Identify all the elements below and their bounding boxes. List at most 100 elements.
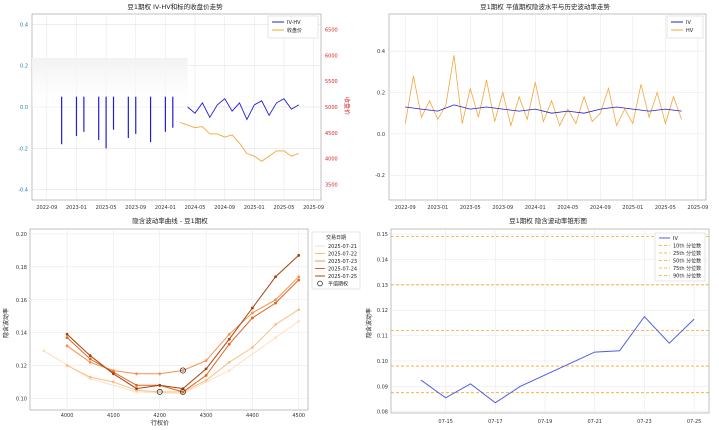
chart2-legend-box xyxy=(666,15,704,39)
chart1-x-tick: 2025-01 xyxy=(244,205,265,211)
chart4-iv-line xyxy=(420,315,695,404)
chart3-series-point xyxy=(297,319,301,323)
chart2-y-tick: 0.4 xyxy=(377,49,385,55)
chart1-x-tick: 2024-05 xyxy=(185,205,206,211)
chart4-legend-label: 90th 分位数 xyxy=(673,273,701,280)
chart3-x-tick: 4300 xyxy=(200,413,213,419)
chart1-y-right-tick: 5000 xyxy=(325,105,338,111)
chart2-legend-label: HV xyxy=(686,28,694,34)
chart2-x-tick: 2022-09 xyxy=(395,205,416,211)
chart3-x-tick: 4100 xyxy=(107,413,120,419)
chart3-series-point xyxy=(274,323,277,326)
chart4-legend-box xyxy=(654,232,706,282)
chart3-xlabel: 行权价 xyxy=(151,419,169,427)
chart2-y-tick: -0.2 xyxy=(375,173,385,179)
chart2-legend-label: IV xyxy=(686,20,691,26)
chart3-series-point xyxy=(251,311,254,315)
chart4-y-tick: 0.08 xyxy=(377,410,388,416)
chart1-y-right-tick: 5500 xyxy=(325,79,338,85)
chart4-legend-label: 25th 分位数 xyxy=(673,250,701,257)
chart2-series-line xyxy=(405,104,682,114)
chart4-legend-label: IV xyxy=(673,236,678,242)
chart3-series-point xyxy=(274,301,277,305)
chart1-x-tick: 2025-09 xyxy=(303,205,324,211)
chart2-x-tick: 2024-01 xyxy=(525,205,546,211)
chart3-legend-label: 2025-07-21 xyxy=(328,244,357,250)
chart3-series-point xyxy=(274,275,277,279)
chart3-series-point xyxy=(135,387,138,391)
chart3-series-point xyxy=(227,369,231,372)
chart3-series-point xyxy=(204,374,208,377)
chart4-legend-label: 75th 分位数 xyxy=(673,265,701,272)
chart4-y-tick: 0.13 xyxy=(377,283,388,289)
chart2-y-tick: 0.2 xyxy=(377,91,385,97)
chart4-y-tick: 0.12 xyxy=(377,308,388,314)
chart1-y-left-tick: 0.2 xyxy=(20,64,28,70)
chart2-series-line xyxy=(404,55,682,128)
chart1-fade-region xyxy=(32,58,188,108)
chart4-y-tick: 0.11 xyxy=(377,334,388,340)
chart2-frame xyxy=(388,13,707,201)
chart1-y-right-tick: 6000 xyxy=(325,53,338,59)
chart2-x-tick: 2023-09 xyxy=(492,205,513,211)
chart2-x-tick: 2023-05 xyxy=(460,205,481,211)
chart1-series-line xyxy=(187,98,300,121)
chart3-series-point xyxy=(158,372,162,376)
chart3-series-point xyxy=(65,336,69,339)
chart1-y-right-tick: 4500 xyxy=(325,131,338,137)
chart3-series-point xyxy=(297,278,301,282)
chart3-frame xyxy=(29,228,309,411)
chart3-series-point xyxy=(181,369,185,372)
chart3-series-point xyxy=(251,316,254,320)
chart1-x-tick: 2023-09 xyxy=(125,205,146,211)
chart3-legend-atm-swatch xyxy=(317,280,323,287)
chart3-series-point xyxy=(227,337,231,341)
chart1-y-right-tick: 6500 xyxy=(325,28,338,34)
chart3-series-point xyxy=(112,380,115,384)
chart2-x-tick: 2023-01 xyxy=(427,205,448,211)
chart4-y-tick: 0.15 xyxy=(377,232,388,238)
chart3-series-point xyxy=(112,372,115,376)
chart1-legend-label: IV-HV xyxy=(287,20,301,26)
chart1-title: 豆1期权 IV-HV和标的收盘价走势 xyxy=(127,2,223,11)
chart1-x-tick: 2023-01 xyxy=(66,205,87,211)
chart3-series-point xyxy=(204,367,208,371)
chart3-series-point xyxy=(251,346,254,349)
chart1-x-tick: 2025-05 xyxy=(273,205,294,211)
chart2-x-tick: 2024-05 xyxy=(557,205,578,211)
chart3-x-tick: 4500 xyxy=(292,413,305,419)
chart1-series-line xyxy=(180,122,299,162)
chart3-series-point xyxy=(227,342,231,346)
chart3-atm-marker xyxy=(179,367,186,374)
chart3-series-point xyxy=(88,375,92,379)
chart-iv-smile: 隐含波动率曲线 - 豆1期权 行权价 隐含波动率 4000 4100 4200 430… xyxy=(2,216,361,427)
chart4-x-tick: 07-19 xyxy=(538,419,553,425)
chart2-x-tick: 2024-09 xyxy=(590,205,611,211)
chart4-title: 豆1期权 隐含波动率锥形图 xyxy=(509,216,587,225)
chart2-x-tick: 2025-09 xyxy=(687,205,708,211)
chart3-legend-label: 2025-07-22 xyxy=(328,252,357,258)
chart4-y-tick: 0.14 xyxy=(377,257,388,263)
chart1-y-right-tick: 4000 xyxy=(325,157,338,163)
chart3-legend-title: 交易日期 xyxy=(326,234,346,241)
chart4-y-tick: 0.09 xyxy=(377,384,388,390)
chart3-series-point xyxy=(274,336,277,339)
chart3-series-point xyxy=(65,364,69,367)
chart3-series-point xyxy=(204,359,208,363)
chart1-y-left-tick: 0.4 xyxy=(20,22,28,28)
chart4-x-tick: 07-17 xyxy=(488,419,503,425)
chart3-atm-marker xyxy=(156,388,163,395)
chart3-series-point xyxy=(88,357,92,361)
chart3-y-tick: 0.12 xyxy=(16,364,27,370)
chart3-y-tick: 0.18 xyxy=(16,265,27,271)
chart1-legend-label: 收盘价 xyxy=(287,27,302,34)
chart2-x-tick: 2025-01 xyxy=(622,205,643,211)
chart3-legend-label: 平值期权 xyxy=(328,281,348,288)
chart4-x-tick: 07-15 xyxy=(438,419,453,425)
chart3-series-point xyxy=(297,253,301,257)
chart-iv-hv-close: 豆1期权 IV-HV和标的收盘价走势 收盘价 2022-09 2023-01 202… xyxy=(18,2,351,211)
chart3-series-point xyxy=(88,360,92,364)
chart3-series-point xyxy=(65,344,69,348)
chart4-ylabel: 隐含波动率 xyxy=(365,308,373,338)
chart3-series-point xyxy=(158,390,162,394)
